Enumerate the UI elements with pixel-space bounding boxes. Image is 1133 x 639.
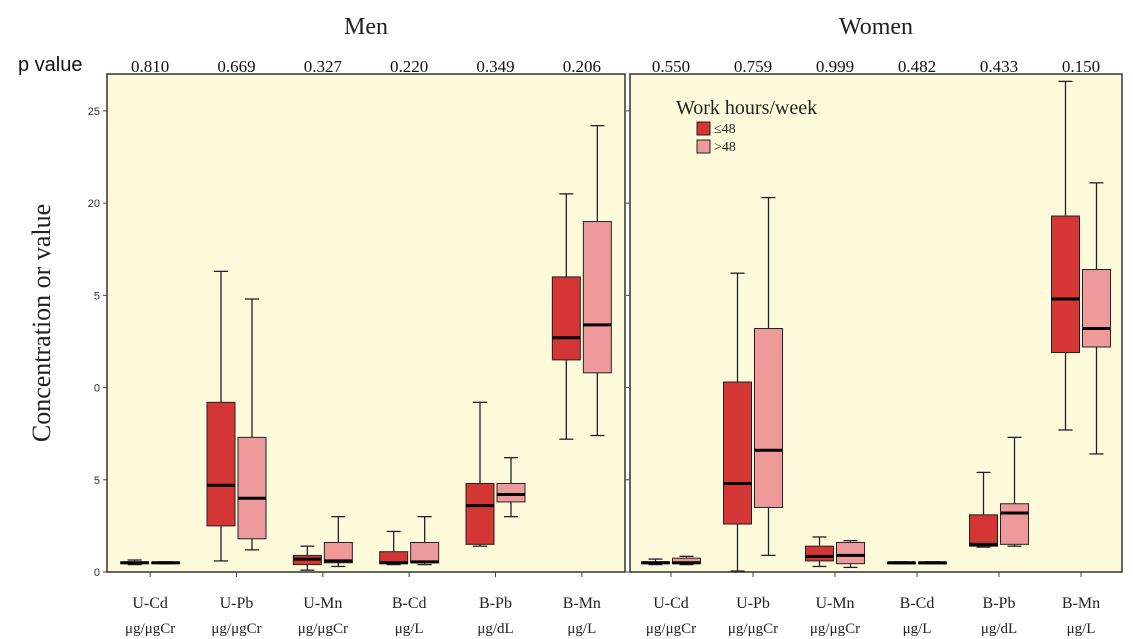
box-le48 xyxy=(206,270,236,562)
category-label: U-Mn xyxy=(303,595,342,612)
box-gt48 xyxy=(582,124,612,437)
category-unit: μg/μgCr xyxy=(646,621,696,637)
p-value: 0.999 xyxy=(816,57,854,76)
p-value: 0.482 xyxy=(898,57,936,76)
p-value: 0.220 xyxy=(390,57,428,76)
box-gt48 xyxy=(1000,436,1029,547)
category-unit: μg/dL xyxy=(981,621,1017,637)
category-label: B-Cd xyxy=(900,595,935,612)
box-iqr xyxy=(754,328,783,508)
y-tick-label: 0 xyxy=(94,567,100,579)
y-tick-label: 20 xyxy=(88,198,100,210)
p-value: 0.759 xyxy=(734,57,772,76)
p-value: 0.150 xyxy=(1062,57,1100,76)
category-unit: μg/μgCr xyxy=(298,621,348,637)
category-unit: μg/L xyxy=(567,621,596,637)
category-label: B-Pb xyxy=(983,595,1016,612)
box-gt48 xyxy=(836,539,865,569)
legend-swatch xyxy=(696,139,711,154)
box-iqr xyxy=(723,381,752,525)
category-unit: μg/L xyxy=(1067,621,1096,637)
category-label: U-Pb xyxy=(220,595,254,612)
box-gt48 xyxy=(918,561,947,565)
p-value: 0.206 xyxy=(563,57,601,76)
box-iqr xyxy=(1000,503,1029,545)
box-iqr xyxy=(551,276,581,361)
y-tick-label: 5 xyxy=(94,475,100,487)
box-iqr xyxy=(410,541,440,564)
category-label: B-Pb xyxy=(479,595,512,612)
box-le48 xyxy=(292,545,322,571)
legend-title: Work hours/week xyxy=(676,97,817,119)
category-label: U-Cd xyxy=(653,595,689,612)
category-unit: μg/L xyxy=(395,621,424,637)
category-label: B-Cd xyxy=(392,595,427,612)
box-gt48 xyxy=(1082,182,1111,455)
legend-label: ≤48 xyxy=(714,122,736,137)
p-value: 0.327 xyxy=(304,57,343,76)
p-value: 0.349 xyxy=(476,57,514,76)
box-iqr xyxy=(465,482,495,545)
box-le48 xyxy=(551,193,581,440)
category-unit: μg/μgCr xyxy=(728,621,778,637)
y-tick-label: 5 xyxy=(94,290,100,302)
panel-title: Men xyxy=(344,14,388,40)
y-tick-label: 0 xyxy=(94,383,100,395)
box-gt48 xyxy=(496,456,526,518)
category-label: U-Mn xyxy=(815,595,854,612)
box-gt48 xyxy=(410,516,440,566)
box-iqr xyxy=(582,221,612,374)
category-label: U-Cd xyxy=(132,595,168,612)
box-iqr xyxy=(969,514,998,547)
box-gt48 xyxy=(323,516,353,568)
p-value: 0.669 xyxy=(217,57,255,76)
box-iqr xyxy=(1051,215,1080,354)
panel-men xyxy=(106,73,626,573)
p-value: 0.550 xyxy=(652,57,690,76)
box-le48 xyxy=(120,559,150,566)
legend-swatch xyxy=(696,121,711,136)
p-value-label: p value xyxy=(18,54,83,76)
legend-label: >48 xyxy=(714,140,736,155)
box-gt48 xyxy=(151,561,181,565)
box-gt48 xyxy=(237,298,267,551)
box-iqr xyxy=(323,541,353,564)
box-le48 xyxy=(641,558,670,566)
box-le48 xyxy=(805,536,834,568)
box-le48 xyxy=(969,471,998,548)
panel-title: Women xyxy=(839,14,913,40)
y-tick-label: 25 xyxy=(88,106,100,118)
y-axis-title: Concentration or value xyxy=(27,204,56,442)
box-iqr xyxy=(206,401,236,527)
category-unit: μg/L xyxy=(903,621,932,637)
category-label: B-Mn xyxy=(563,595,601,612)
box-iqr xyxy=(1082,269,1111,348)
category-unit: μg/μgCr xyxy=(211,621,261,637)
box-le48 xyxy=(723,272,752,572)
category-unit: μg/μgCr xyxy=(810,621,860,637)
panel-women xyxy=(629,73,1123,573)
box-le48 xyxy=(887,561,916,565)
box-le48 xyxy=(465,401,495,547)
box-le48 xyxy=(1051,80,1080,431)
box-iqr xyxy=(237,436,267,540)
box-iqr xyxy=(805,545,834,562)
p-value: 0.433 xyxy=(980,57,1018,76)
category-label: B-Mn xyxy=(1062,595,1100,612)
box-gt48 xyxy=(672,555,701,566)
category-unit: μg/μgCr xyxy=(125,621,175,637)
category-label: U-Pb xyxy=(736,595,770,612)
category-unit: μg/dL xyxy=(477,621,513,637)
box-iqr xyxy=(496,482,526,503)
box-iqr xyxy=(836,541,865,565)
box-le48 xyxy=(379,530,409,566)
p-value: 0.810 xyxy=(131,57,169,76)
box-gt48 xyxy=(754,196,783,557)
